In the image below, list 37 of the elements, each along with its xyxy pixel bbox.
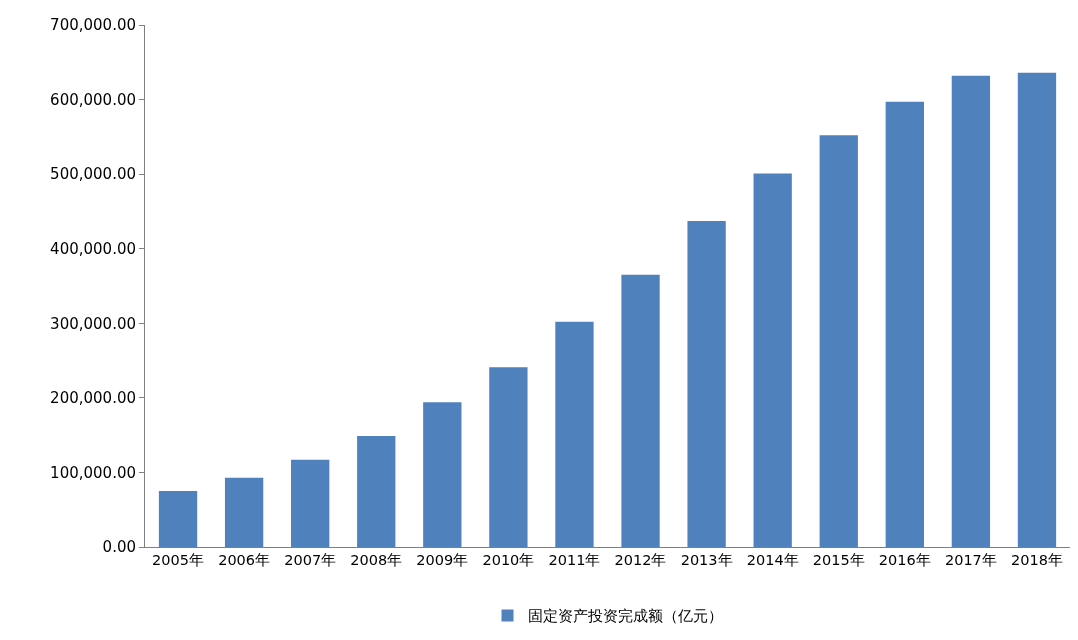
y-tick-label: 200,000.00: [50, 389, 136, 408]
bar: [357, 435, 396, 547]
x-tick-label: 2007年: [284, 552, 337, 569]
bar: [423, 402, 462, 547]
y-tick-label: 700,000.00: [50, 16, 136, 35]
y-tick-label: 100,000.00: [50, 463, 136, 482]
x-tick-label: 2011年: [548, 552, 601, 569]
x-tick-label: 2005年: [152, 552, 204, 569]
x-tick-label: 2012年: [614, 552, 667, 569]
bar: [224, 477, 264, 547]
bar: [885, 101, 924, 547]
y-tick-label: 400,000.00: [50, 239, 136, 258]
x-tick-label: 2015年: [812, 552, 865, 569]
bar: [819, 135, 858, 547]
bar: [1017, 72, 1057, 547]
bar: [555, 321, 594, 547]
bar: [489, 367, 528, 547]
legend-label: 固定资产投资完成额（亿元）: [527, 607, 723, 626]
x-tick-label: 2014年: [746, 552, 799, 569]
x-tick-label: 2018年: [1011, 552, 1063, 569]
bar: [158, 491, 198, 547]
y-tick-label: 300,000.00: [50, 314, 136, 333]
bar: [753, 173, 792, 547]
x-tick-label: 2006年: [218, 552, 271, 569]
x-tick-label: 2017年: [944, 552, 997, 569]
y-tick-label: 0.00: [102, 538, 136, 557]
x-tick-label: 2008年: [350, 552, 403, 569]
y-tick-label: 500,000.00: [50, 165, 136, 184]
x-tick-label: 2010年: [482, 552, 535, 569]
bar: [951, 75, 991, 547]
bar: [621, 274, 660, 547]
x-tick-label: 2009年: [416, 552, 469, 569]
y-tick-label: 600,000.00: [50, 90, 136, 109]
x-tick-label: 2013年: [680, 552, 733, 569]
x-tick-label: 2016年: [878, 552, 931, 569]
bar: [291, 459, 330, 547]
bar: [687, 221, 726, 547]
